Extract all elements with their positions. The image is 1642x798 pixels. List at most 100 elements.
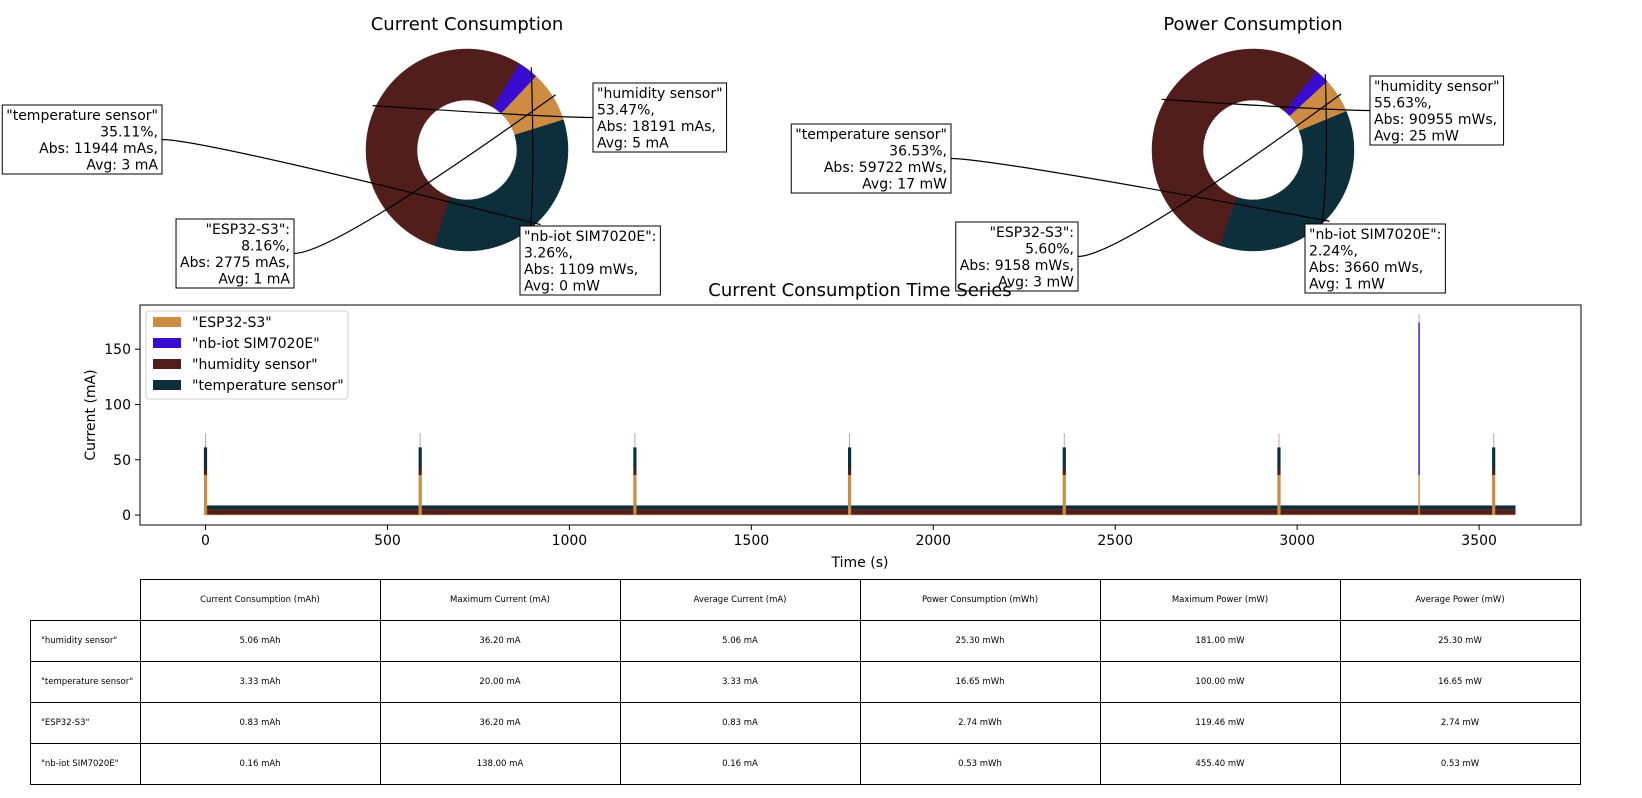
table-cell: 16.65 mWh [859, 661, 1101, 703]
spike-segment-temperature-sensor [1062, 447, 1066, 470]
spike-segment-temperature-sensor [633, 447, 637, 470]
power-pie-title: Power Consumption [1163, 14, 1342, 35]
x-tick-label: 3500 [1461, 533, 1497, 549]
baseline-band-temperature-sensor [205, 505, 1516, 510]
table-row-header: "humidity sensor" [30, 620, 141, 662]
timeseries-spike [1418, 313, 1420, 516]
spike-segment-humidity-sensor [1277, 469, 1281, 476]
x-tick-label: 500 [374, 533, 401, 549]
legend-label: "humidity sensor" [192, 357, 318, 373]
pie-annotation-line: Avg: 1 mA [218, 272, 290, 288]
pie-annotation-line: 5.60%, [1025, 242, 1074, 258]
legend-swatch [153, 317, 181, 327]
timeseries-y-axis-label: Current (mA) [83, 369, 99, 460]
pie-annotation-line: "ESP32-S3": [206, 222, 290, 238]
pie-annotation-line: "temperature sensor" [6, 108, 158, 124]
pie-annotation-connector [1161, 98, 1371, 112]
spike-segment-esp32-s3 [1418, 475, 1420, 516]
legend-label: "nb-iot SIM7020E" [192, 336, 320, 352]
timeseries-axes: 0 500 1000 1500 2000 2500 3000 3500 0 50 100 150 [104, 342, 1497, 549]
pie-annotation-line: 3.26%, [524, 246, 573, 262]
pie-annotation-line: "ESP32-S3": [990, 225, 1074, 241]
table-cell: 3.33 mA [619, 661, 861, 703]
pie-annotation-line: Avg: 5 mA [597, 136, 669, 152]
table-cell: 138.00 mA [379, 743, 621, 785]
pie-annotation-line: Avg: 3 mA [86, 158, 158, 174]
consumption-stats-table: Current Consumption (mAh) Maximum Current… [30, 579, 1581, 785]
spike-segment-temperature-sensor [847, 447, 852, 470]
pie-annotation-box [955, 221, 1079, 292]
table-cell: 5.06 mAh [139, 620, 381, 662]
spike-segment-humidity-sensor [847, 469, 852, 476]
current-time-series-chart: Current Consumption Time Series 0 500 1000… [83, 280, 1582, 571]
pie-annotation-line: "nb-iot SIM7020E": [1309, 227, 1441, 243]
pie-annotation-connector [372, 105, 594, 119]
table-cell: 20.00 mA [379, 661, 621, 703]
spike-segment-humidity-sensor [1492, 469, 1496, 476]
spike-segment-esp32-s3 [203, 475, 208, 516]
spike-segment-humidity-sensor [1062, 469, 1066, 476]
pie-annotation-box [1369, 75, 1505, 146]
pie-annotation-line: 35.11%, [100, 125, 158, 141]
spike-segment-esp32-s3 [633, 475, 637, 516]
spike-segment-esp32-s3 [1492, 475, 1496, 516]
timeseries-spike [1492, 433, 1496, 516]
table-column-header: Maximum Current (mA) [379, 579, 621, 621]
power-pie-annotation-humidity-sensor: "humidity sensor"55.63%,Abs: 90955 mWs,A… [1161, 75, 1505, 146]
table-cell: 2.74 mWh [859, 702, 1101, 744]
legend-label: "temperature sensor" [192, 378, 344, 394]
pie-annotation-line: Avg: 17 mW [862, 177, 947, 193]
table-cell: 119.46 mW [1099, 702, 1341, 744]
pie-annotation-box [519, 225, 661, 296]
y-tick-label: 0 [122, 508, 131, 524]
table-header-row: Current Consumption (mAh) Maximum Current… [30, 579, 1581, 621]
pie-annotation-line: "temperature sensor" [795, 127, 947, 143]
timeseries-spike [1277, 433, 1281, 516]
table-cell: 181.00 mW [1099, 620, 1341, 662]
current-pie-annotation-esp32-s3: "ESP32-S3":8.16%,Abs: 2775 mAs,Avg: 1 mA [175, 94, 556, 289]
pie-annotation-line: Abs: 11944 mAs, [39, 141, 158, 157]
timeseries-spike [1062, 433, 1066, 516]
table-cell: 5.06 mA [619, 620, 861, 662]
table-row-header: "ESP32-S3" [30, 702, 141, 744]
current-pie-slice-temperature-sensor [433, 119, 569, 252]
x-tick-label: 0 [201, 533, 210, 549]
timeseries-x-axis-label: Time (s) [831, 555, 889, 571]
pie-annotation-line: Abs: 1109 mWs, [524, 262, 638, 278]
pie-annotation-line: 2.24%, [1309, 244, 1358, 260]
current-pie-annotation-nb-iot-sim7020e: "nb-iot SIM7020E":3.26%,Abs: 1109 mWs,Av… [519, 67, 661, 296]
table-column-header: Maximum Power (mW) [1099, 579, 1341, 621]
pie-annotation-line: Abs: 90955 mWs, [1374, 112, 1497, 128]
pie-annotation-line: "humidity sensor" [597, 86, 723, 102]
pie-annotation-line: Avg: 25 mW [1374, 129, 1459, 145]
power-pie-labels: "humidity sensor"55.63%,Abs: 90955 mWs,A… [790, 74, 1505, 294]
spike-segment-temperature-sensor [1492, 447, 1496, 470]
spike-segment-esp32-s3 [418, 475, 422, 516]
y-tick-label: 100 [104, 397, 131, 413]
pie-annotation-line: Avg: 3 mW [998, 275, 1074, 291]
table-cell: 0.16 mAh [139, 743, 381, 785]
pie-annotation-line: 55.63%, [1374, 96, 1432, 112]
spike-segment-nb-iot-sim7020e [1418, 322, 1420, 476]
pie-annotation-box [790, 123, 952, 194]
spike-segment-temperature-sensor [203, 447, 208, 470]
spike-segment-temperature-sensor [1277, 447, 1281, 470]
pie-annotation-connector [1077, 93, 1342, 258]
timeseries-plot-area [139, 304, 1582, 526]
baseline-band-humidity-sensor [205, 509, 1516, 515]
current-pie-slices [365, 48, 569, 252]
timeseries-legend: "ESP32-S3" "nb-iot SIM7020E" "humidity sen… [145, 310, 349, 400]
table-column-header: Power Consumption (mWh) [859, 579, 1101, 621]
spike-segment-esp32-s3 [1062, 475, 1066, 516]
table-cell: 2.74 mW [1339, 702, 1581, 744]
current-pie-annotation-humidity-sensor: "humidity sensor"53.47%,Abs: 18191 mAs,A… [372, 82, 728, 153]
table-cell: 0.83 mA [619, 702, 861, 744]
table-row: "humidity sensor" 5.06 mAh 36.20 mA 5.06 mA… [30, 620, 1581, 662]
table-corner [30, 579, 141, 621]
x-tick-label: 3000 [1279, 533, 1315, 549]
table-cell: 455.40 mW [1099, 743, 1341, 785]
timeseries-spike [847, 433, 852, 516]
table-cell: 25.30 mWh [859, 620, 1101, 662]
pie-annotation-line: Abs: 2775 mAs, [180, 255, 290, 271]
